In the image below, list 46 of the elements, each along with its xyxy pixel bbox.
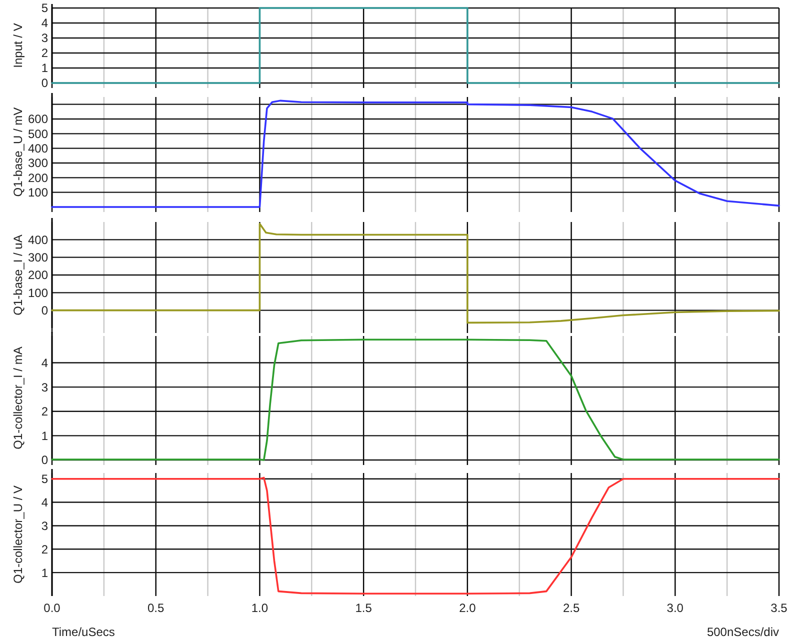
y-tick-label: 5 xyxy=(41,1,48,16)
y-tick-label: 400 xyxy=(28,142,48,156)
x-tick-label: 3.5 xyxy=(770,601,788,615)
y-tick-label: 400 xyxy=(28,232,48,247)
y-tick-label: 0 xyxy=(41,453,48,468)
y-tick-label: 300 xyxy=(28,250,48,265)
y-tick-label: 1 xyxy=(41,428,48,443)
y-tick-label: 2 xyxy=(41,542,48,556)
y-axis-title: Q1-collector_I / mA xyxy=(11,346,25,450)
y-axis-title: Q1-base_I / uA xyxy=(11,234,25,316)
x-tick-label: 1.0 xyxy=(251,601,268,615)
y-tick-label: 1 xyxy=(41,61,48,76)
line-series xyxy=(51,476,780,595)
y-tick-label: 100 xyxy=(28,286,48,300)
x-tick-label: 1.5 xyxy=(355,601,372,615)
y-axis-title: Input / V xyxy=(11,23,25,68)
y-tick-label: 500 xyxy=(28,126,48,141)
y-tick-label: 200 xyxy=(28,268,48,282)
y-tick-label: 0 xyxy=(41,76,48,90)
y-tick-label: 3 xyxy=(41,31,48,46)
y-tick-label: 4 xyxy=(41,356,48,370)
y-tick-label: 4 xyxy=(41,16,48,30)
y-tick-label: 600 xyxy=(28,112,48,126)
line-series xyxy=(51,338,780,461)
y-tick-label: 100 xyxy=(28,186,48,200)
y-tick-label: 3 xyxy=(41,518,48,533)
x-tick-label: 3.0 xyxy=(666,601,684,615)
line-series xyxy=(51,100,780,208)
y-tick-label: 1 xyxy=(41,566,48,580)
y-tick-label: 2 xyxy=(41,46,48,60)
y-tick-label: 3 xyxy=(41,380,48,394)
y-tick-label: 4 xyxy=(41,495,48,510)
x-tick-label: 0.0 xyxy=(44,601,61,615)
x-tick-label: 2.0 xyxy=(459,601,476,615)
text: 500nSecs/div xyxy=(706,625,779,639)
x-tick-label: 0.5 xyxy=(148,601,165,615)
y-tick-label: 300 xyxy=(28,156,48,170)
y-tick-label: 200 xyxy=(28,170,48,185)
y-axis-title: Q1-collector_U / V xyxy=(11,485,25,584)
line-series xyxy=(51,222,780,324)
y-tick-label: 2 xyxy=(41,404,48,419)
y-tick-label: 0 xyxy=(41,304,48,318)
y-tick-label: 5 xyxy=(41,472,48,486)
y-axis-title: Q1-base_U / mV xyxy=(11,107,25,197)
x-tick-label: 2.5 xyxy=(562,601,580,615)
x-axis-title: Time/uSecs xyxy=(52,625,115,639)
